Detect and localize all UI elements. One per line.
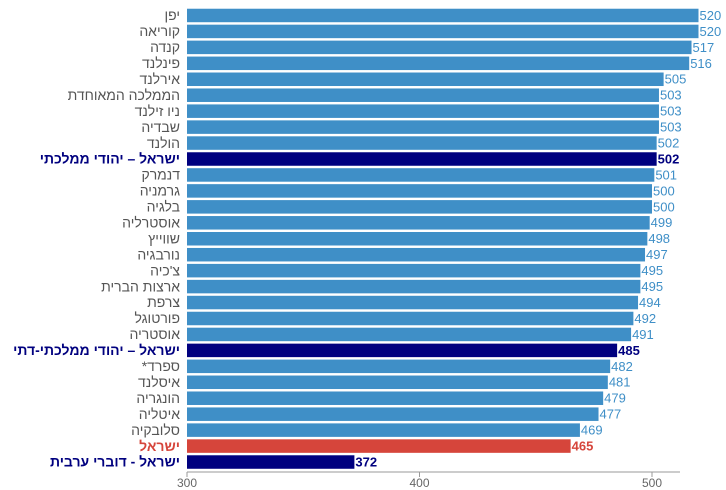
category-label: הממלכה המאוחדת xyxy=(68,87,180,103)
value-label: 500 xyxy=(653,183,675,198)
category-label: ישראל – יהודי ממלכתי-דתי xyxy=(13,342,180,358)
value-label: 503 xyxy=(660,88,682,103)
category-label: הונגריה xyxy=(136,390,180,406)
category-label: צ'כיה xyxy=(150,262,180,278)
bar xyxy=(187,343,618,358)
bar xyxy=(187,184,652,198)
category-label: יפן xyxy=(164,7,180,23)
value-label: 500 xyxy=(653,199,675,214)
value-label: 520 xyxy=(700,8,722,23)
value-label: 516 xyxy=(690,56,712,71)
bar xyxy=(187,359,611,374)
category-label: ניו זילנד xyxy=(135,103,180,119)
value-label: 517 xyxy=(693,40,715,55)
category-label: אירלנד xyxy=(139,71,180,87)
category-label: אוסטריה xyxy=(130,326,181,342)
category-label: ספרד* xyxy=(142,358,180,374)
bar xyxy=(187,455,355,469)
bar xyxy=(187,232,648,246)
bar xyxy=(187,56,690,71)
category-label: אוסטרליה xyxy=(122,215,180,231)
bar xyxy=(187,120,659,134)
category-label: צרפת xyxy=(147,294,180,310)
category-label: פורטוגל xyxy=(135,310,181,326)
bar xyxy=(187,439,571,453)
category-label: בלגיה xyxy=(147,199,180,215)
bar xyxy=(187,295,639,310)
bar xyxy=(187,216,650,230)
bar xyxy=(187,168,655,182)
value-label: 495 xyxy=(641,263,663,278)
value-label: 498 xyxy=(648,231,670,246)
x-tick-label: 300 xyxy=(177,476,197,490)
bar xyxy=(187,279,641,294)
bar xyxy=(187,72,664,87)
value-label: 503 xyxy=(660,104,682,119)
value-label: 503 xyxy=(660,120,682,135)
value-label: 505 xyxy=(665,72,687,87)
category-label: נורבגיה xyxy=(137,246,180,262)
value-label: 479 xyxy=(604,391,626,406)
bar xyxy=(187,247,646,262)
category-label: דנמרק xyxy=(141,167,180,183)
bar xyxy=(187,88,659,102)
category-label: סלובקיה xyxy=(131,422,180,438)
category-label: ישראל – יהודי ממלכתי xyxy=(40,151,180,167)
bar xyxy=(187,200,652,214)
value-label: 492 xyxy=(634,311,656,326)
category-label: פינלנד xyxy=(142,55,180,71)
value-label: 491 xyxy=(632,327,654,342)
bar xyxy=(187,104,659,118)
value-label: 499 xyxy=(651,215,673,230)
bar xyxy=(187,263,641,278)
bar xyxy=(187,391,604,405)
category-label: גרמניה xyxy=(140,183,180,199)
value-label: 485 xyxy=(618,343,640,358)
value-label: 481 xyxy=(609,375,631,390)
category-label: הולנד xyxy=(147,135,180,151)
value-label: 469 xyxy=(581,423,603,438)
value-label: 502 xyxy=(658,151,680,166)
bar xyxy=(187,327,632,342)
value-label: 520 xyxy=(700,24,722,39)
value-label: 477 xyxy=(600,407,622,422)
value-label: 502 xyxy=(658,135,680,150)
x-tick-label: 500 xyxy=(642,476,662,490)
category-label: קנדה xyxy=(150,39,180,55)
x-tick-label: 400 xyxy=(409,476,429,490)
value-label: 494 xyxy=(639,295,661,310)
value-label: 465 xyxy=(572,439,594,454)
category-label: ישראל - דוברי ערבית xyxy=(50,454,180,470)
bar xyxy=(187,375,608,390)
category-label: ארצות הברית xyxy=(101,278,180,294)
value-label: 372 xyxy=(355,454,377,469)
bar xyxy=(187,24,699,39)
value-label: 501 xyxy=(655,167,677,182)
category-label: שבדיה xyxy=(141,119,180,135)
value-label: 497 xyxy=(646,247,668,262)
category-label: קוריאה xyxy=(139,23,180,39)
category-label: שווייץ xyxy=(148,230,180,246)
category-label: איטליה xyxy=(139,406,180,422)
bar xyxy=(187,40,692,55)
category-label: איסלנד xyxy=(138,374,180,390)
bar xyxy=(187,407,599,421)
bar xyxy=(187,311,634,326)
value-label: 482 xyxy=(611,359,633,374)
bar xyxy=(187,423,580,437)
bar xyxy=(187,136,657,150)
value-label: 495 xyxy=(641,279,663,294)
bar xyxy=(187,8,699,23)
bar xyxy=(187,152,657,166)
category-label: ישראל xyxy=(139,438,180,454)
